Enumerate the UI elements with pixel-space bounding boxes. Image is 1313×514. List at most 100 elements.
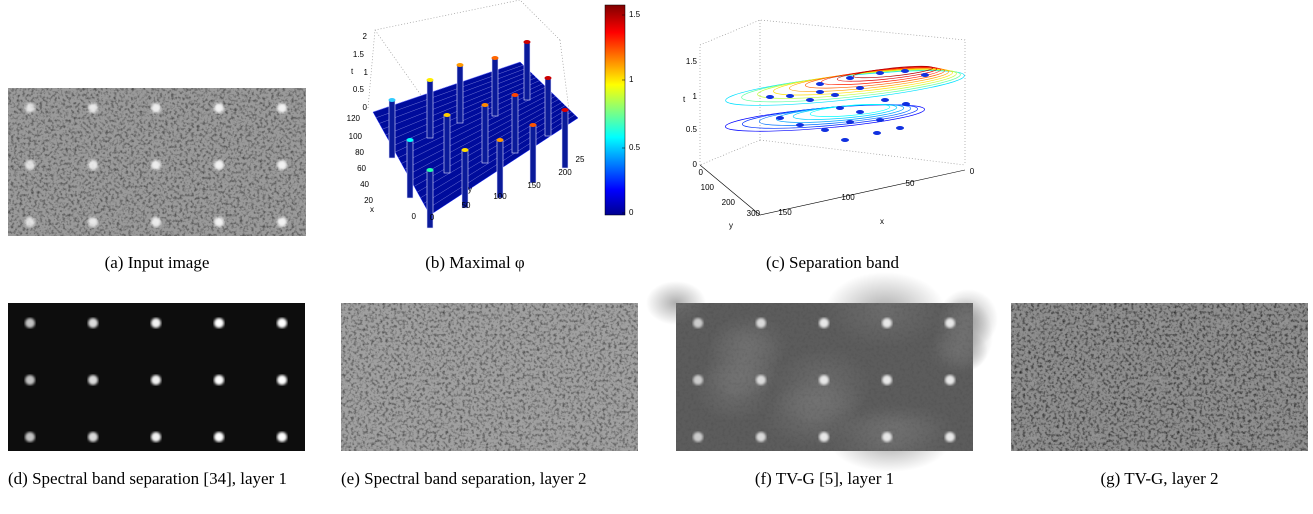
band-upper	[773, 68, 953, 96]
tick-label: 2	[363, 32, 368, 41]
band-upper	[852, 65, 934, 79]
surface-mesh	[382, 71, 530, 130]
surface-spike	[406, 139, 414, 199]
surface-spike	[481, 104, 489, 164]
band-upper	[789, 68, 949, 92]
band-point	[896, 126, 904, 130]
surface-spike	[456, 64, 464, 124]
photo	[8, 88, 306, 236]
plot-grid	[367, 0, 561, 109]
band-point	[841, 138, 849, 142]
surface-spike-top	[491, 56, 499, 60]
tick-label: 0	[699, 168, 704, 177]
photo-dot	[1091, 432, 1101, 442]
photo-dot	[214, 160, 224, 170]
surface-spike-top	[443, 113, 451, 117]
tick-label: 0.5	[686, 125, 698, 134]
photo-dot	[1280, 375, 1290, 385]
photo-dot	[1028, 318, 1038, 328]
photo	[1011, 303, 1308, 451]
tick-label: 0	[412, 212, 417, 221]
tick-label: 300	[747, 209, 761, 218]
tick-label: 100	[493, 192, 507, 201]
caption: (e) Spectral band separation, layer 2	[341, 469, 587, 488]
surface-spike-top	[523, 40, 531, 44]
band-point	[836, 106, 844, 110]
photo-dot	[214, 318, 224, 328]
band-point	[816, 82, 824, 86]
plot-grid	[699, 139, 761, 166]
photo-dot	[882, 375, 892, 385]
photo-dot	[756, 318, 766, 328]
tick-label: 25	[576, 155, 585, 164]
surface-spike-top	[544, 76, 552, 80]
photo-dot	[25, 160, 35, 170]
tick-label: 1.5	[353, 50, 365, 59]
tick-label: 0	[970, 167, 975, 176]
photo-dot	[1154, 432, 1164, 442]
photo	[8, 303, 305, 451]
band-point	[816, 90, 824, 94]
photo-dot	[25, 375, 35, 385]
photo-dot	[1217, 432, 1227, 442]
caption: (f) TV-G [5], layer 1	[754, 469, 895, 488]
band-point	[806, 98, 814, 102]
photo-dot	[1280, 432, 1290, 442]
tick-label: 0	[363, 103, 368, 112]
band-point	[786, 94, 794, 98]
photo-dot	[1217, 375, 1227, 385]
photo-dot	[88, 217, 98, 227]
photo-dot	[277, 432, 287, 442]
tick-label: 150	[778, 208, 792, 217]
surface-mesh	[391, 80, 540, 147]
surface-spike	[511, 94, 519, 154]
surface-mesh	[417, 105, 566, 193]
tick-label: 50	[462, 201, 471, 210]
surface-spike-top	[406, 138, 414, 142]
tick-label: 0.5	[353, 85, 365, 94]
photo-dot	[819, 375, 829, 385]
photo-dot	[819, 318, 829, 328]
photo-dot	[945, 318, 955, 328]
photo-dot	[1091, 375, 1101, 385]
caption: (d) Spectral band separation [34], layer…	[8, 469, 287, 488]
plot-grid	[699, 19, 966, 165]
plot-grid	[559, 39, 571, 119]
surface-spike	[529, 124, 537, 184]
tick-label: 120	[347, 114, 361, 123]
photo-dot	[88, 318, 98, 328]
photo-dot	[88, 432, 98, 442]
photo-dot	[25, 217, 35, 227]
surface-spike	[523, 41, 531, 101]
photo-dot	[1280, 318, 1290, 328]
surface-spike	[443, 114, 451, 174]
tick-label: 0	[629, 208, 634, 217]
surface-spike	[491, 57, 499, 117]
photo-dot	[1154, 318, 1164, 328]
photo	[341, 303, 638, 451]
band-point	[921, 73, 929, 77]
tick-label: 1.5	[686, 57, 698, 66]
tick-label: 20	[364, 196, 373, 205]
axis-label: x	[880, 217, 884, 226]
surface-spike-top	[456, 63, 464, 67]
tick-label: 0	[693, 160, 698, 169]
photo-dot	[151, 160, 161, 170]
tick-label: 200	[722, 198, 736, 207]
photo-dot	[756, 432, 766, 442]
photo-dot	[25, 318, 35, 328]
photo-dot	[756, 375, 766, 385]
caption: (g) TV-G, layer 2	[1100, 469, 1219, 488]
photo-dot	[25, 103, 35, 113]
band-point	[873, 131, 881, 135]
photo-dot	[214, 217, 224, 227]
axis-box	[699, 164, 966, 216]
tick-label: 50	[906, 179, 915, 188]
band-point	[831, 93, 839, 97]
tick-label: 0.5	[629, 143, 641, 152]
band-lower	[809, 104, 891, 117]
band-upper	[725, 70, 965, 106]
photo	[646, 272, 998, 472]
photo-dot	[693, 375, 703, 385]
